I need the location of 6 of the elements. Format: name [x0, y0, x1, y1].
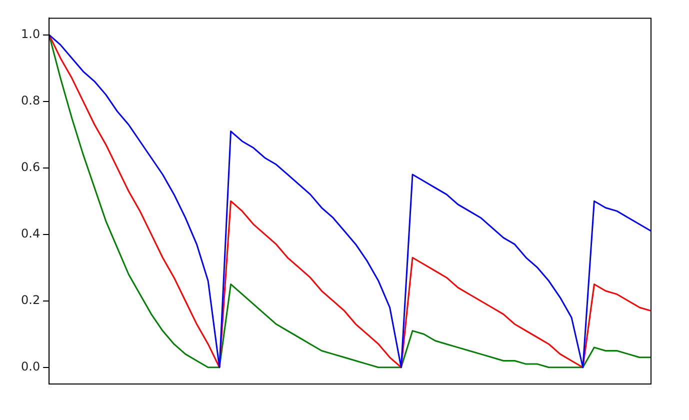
y-tick-label: 0.0: [20, 360, 40, 374]
y-tick-label: 1.0: [20, 26, 40, 41]
y-tick-label: 0.2: [20, 292, 40, 307]
y-tick-label: 0.6: [20, 160, 40, 174]
y-tick-label: 0.8: [20, 93, 40, 108]
y-tick-label: 0.4: [20, 226, 40, 240]
